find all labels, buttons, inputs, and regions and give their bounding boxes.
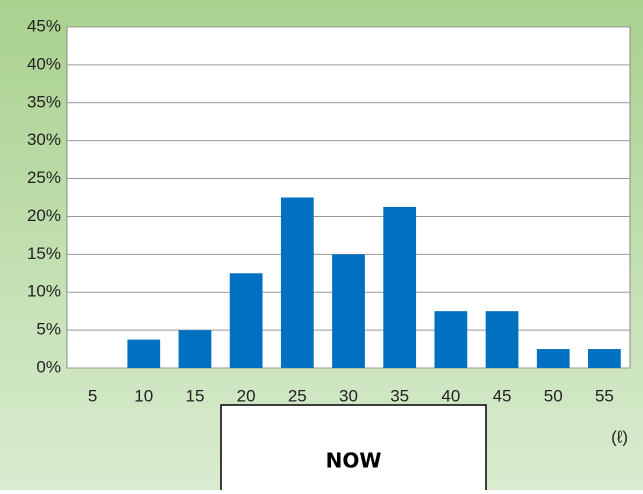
x-tick-label: 50 (544, 386, 563, 405)
x-tick-label: 15 (185, 386, 204, 405)
y-tick-label: 25% (27, 168, 61, 187)
bar (178, 330, 212, 368)
bar (536, 349, 570, 368)
y-tick-label: 30% (27, 130, 61, 149)
bar (280, 197, 314, 368)
bar (485, 311, 519, 368)
y-tick-label: 15% (27, 244, 61, 263)
x-unit: (ℓ) (611, 427, 628, 446)
bar (434, 311, 468, 368)
y-tick-label: 20% (27, 206, 61, 225)
x-tick-label: 40 (441, 386, 460, 405)
x-tick-label: 10 (134, 386, 153, 405)
bar (332, 254, 365, 368)
y-tick-label: 10% (27, 282, 61, 301)
x-tick-label: 35 (390, 386, 409, 405)
bar (383, 206, 417, 368)
now-label[interactable]: NOW (326, 449, 382, 473)
y-tick-label: 45% (27, 16, 61, 35)
x-tick-label: 45 (493, 386, 512, 405)
y-tick-label: 35% (27, 92, 61, 111)
x-tick-label: 30 (339, 386, 358, 405)
bar (229, 273, 263, 368)
now-button[interactable] (220, 404, 487, 494)
bar (127, 339, 161, 368)
x-tick-label: 55 (595, 386, 614, 405)
y-tick-label: 40% (27, 54, 61, 73)
x-tick-label: 20 (237, 386, 256, 405)
bar (588, 349, 621, 368)
x-tick-label: 25 (288, 386, 307, 405)
y-tick-label: 5% (36, 320, 61, 339)
y-tick-label: 0% (36, 357, 61, 376)
x-tick-label: 5 (88, 386, 97, 405)
